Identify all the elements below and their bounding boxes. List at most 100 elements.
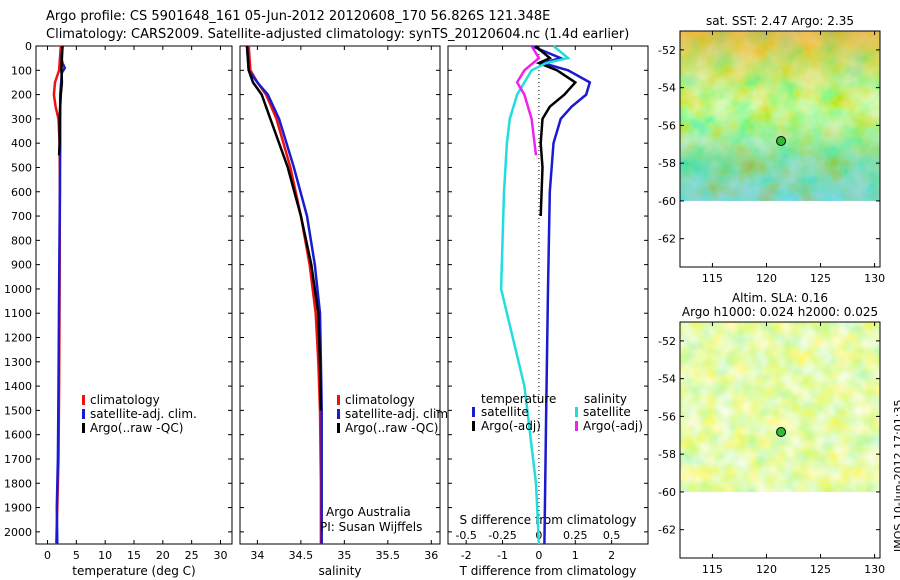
- x-tick-label: 20: [156, 549, 170, 562]
- x2-tick-label: 0.25: [563, 529, 588, 542]
- legend-title-salinity: salinity: [584, 392, 627, 406]
- y-tick-label: 1700: [4, 453, 32, 466]
- y-tick-label: 1400: [4, 380, 32, 393]
- y-tick-label: 200: [11, 89, 32, 102]
- legend-swatch: [82, 409, 85, 419]
- y-tick-label: 2000: [4, 526, 32, 539]
- argo-position-marker: [776, 426, 787, 437]
- x-tick-label: 130: [864, 272, 885, 285]
- x-tick-label: 34: [250, 549, 264, 562]
- imos-timestamp: IMOS 10-Jun-2012 17:01:35: [892, 399, 900, 552]
- legend-title-temperature: temperature: [481, 392, 556, 406]
- x-tick-label: 125: [810, 563, 831, 576]
- legend-swatch: [337, 409, 340, 419]
- difference-panel: -2 -1 0 1 2-0.5 -0.25 0 0.25 0.5S difference fro…: [447, 44, 649, 578]
- annotation-argo-australia: Argo Australia: [326, 505, 411, 519]
- x2-tick-label: 0.5: [603, 529, 621, 542]
- x-tick-label: 120: [756, 272, 777, 285]
- x2-tick-label: -0.5: [455, 529, 476, 542]
- x-tick-label: 130: [864, 563, 885, 576]
- y-tick-label: -62: [658, 524, 676, 537]
- y-tick-label: 1500: [4, 404, 32, 417]
- y-tick-label: 900: [11, 259, 32, 272]
- legend-swatch: [82, 395, 85, 405]
- y-tick-label: 500: [11, 161, 32, 174]
- x-tick-label: -2: [461, 549, 472, 562]
- axes-frame: [35, 45, 233, 545]
- legend-swatch: [575, 407, 578, 417]
- series-line-s-argo-adj-: [515, 45, 541, 156]
- series-line-s-satellite: [499, 45, 571, 545]
- map-title: sat. SST: 2.47 Argo: 2.35: [706, 14, 854, 28]
- legend-entry: satellite: [583, 405, 631, 419]
- heatmap-tint: [680, 31, 880, 201]
- temperature-panel: 0100200300400500600700800900100011001200…: [4, 40, 233, 578]
- y-tick-label: -54: [658, 373, 676, 386]
- x-tick-label: 0: [44, 549, 51, 562]
- x-tick-label: 34.5: [289, 549, 314, 562]
- y-tick-label: -52: [658, 335, 676, 348]
- y-tick-label: -52: [658, 44, 676, 57]
- legend-entry: climatology: [345, 393, 415, 407]
- y-tick-label: -60: [658, 195, 676, 208]
- x-tick-label: 115: [702, 272, 723, 285]
- y-tick-label: -58: [658, 448, 676, 461]
- x-tick-label: 120: [756, 563, 777, 576]
- x-tick-label: 35: [337, 549, 351, 562]
- series-line-argo-raw-qc-: [57, 45, 64, 156]
- legend-swatch: [82, 423, 85, 433]
- y-tick-label: -62: [658, 233, 676, 246]
- series-line-argo-raw-qc-: [245, 45, 323, 411]
- y-tick-label: 100: [11, 64, 32, 77]
- map-title: Argo h1000: 0.024 h2000: 0.025: [682, 305, 878, 319]
- figure-title-line-1: Argo profile: CS 5901648_161 05-Jun-2012…: [46, 9, 551, 24]
- axes-frame: [679, 321, 881, 559]
- x-tick-label: 36: [424, 549, 438, 562]
- x-axis-label: T difference from climatology: [459, 564, 637, 578]
- legend-entry: climatology: [90, 393, 160, 407]
- x2-tick-label: -0.25: [488, 529, 516, 542]
- x2-axis-label: S difference from climatology: [460, 513, 637, 527]
- x-tick-label: 0: [535, 549, 542, 562]
- y-tick-label: 300: [11, 113, 32, 126]
- x-tick-label: 35.5: [376, 549, 401, 562]
- x-axis-label: temperature (deg C): [72, 564, 195, 578]
- legend-swatch: [472, 407, 475, 417]
- argo-position-marker: [776, 135, 787, 146]
- y-tick-label: -56: [658, 410, 676, 423]
- x-tick-label: 10: [98, 549, 112, 562]
- y-tick-label: 0: [25, 40, 32, 53]
- x-tick-label: 2: [608, 549, 615, 562]
- legend-entry: Argo(..raw -QC): [345, 421, 438, 435]
- annotation-pi-name: PI: Susan Wijffels: [320, 520, 422, 534]
- map-title: Altim. SLA: 0.16: [732, 291, 828, 305]
- legend-entry: Argo(-adj): [583, 419, 643, 433]
- x-tick-label: 1: [572, 549, 579, 562]
- legend-entry: satellite-adj. clim.: [90, 407, 197, 421]
- sla-map-panel: -52 -54 -56 -58 -60 -62 115 120 125 130 Altim. SLA…: [658, 291, 885, 576]
- y-tick-label: 1200: [4, 332, 32, 345]
- figure-title-line-2: Climatology: CARS2009. Satellite-adjuste…: [46, 27, 630, 42]
- y-tick-label: 1000: [4, 283, 32, 296]
- legend-entry: Argo(..raw -QC): [90, 421, 183, 435]
- x-tick-label: 25: [185, 549, 199, 562]
- y-tick-label: -58: [658, 157, 676, 170]
- legend-entry: Argo(-adj): [481, 419, 541, 433]
- y-tick-label: 1800: [4, 477, 32, 490]
- sst-map-panel: -52 -54 -56 -58 -60 -62 115 120 125 130 sat. SST: …: [658, 14, 885, 285]
- axes-frame: [679, 30, 881, 268]
- legend-swatch: [337, 395, 340, 405]
- legend-entry: satellite: [481, 405, 529, 419]
- series-line-t-argo-adj-: [534, 45, 578, 217]
- x-tick-label: -1: [497, 549, 508, 562]
- x-tick-label: 125: [810, 272, 831, 285]
- y-tick-label: -56: [658, 119, 676, 132]
- x-tick-label: 5: [73, 549, 80, 562]
- x-tick-label: 30: [213, 549, 227, 562]
- heatmap-field: [680, 322, 880, 492]
- y-tick-label: 1600: [4, 429, 32, 442]
- y-tick-label: -60: [658, 486, 676, 499]
- y-tick-label: 600: [11, 186, 32, 199]
- series-line-t-satellite: [531, 44, 592, 545]
